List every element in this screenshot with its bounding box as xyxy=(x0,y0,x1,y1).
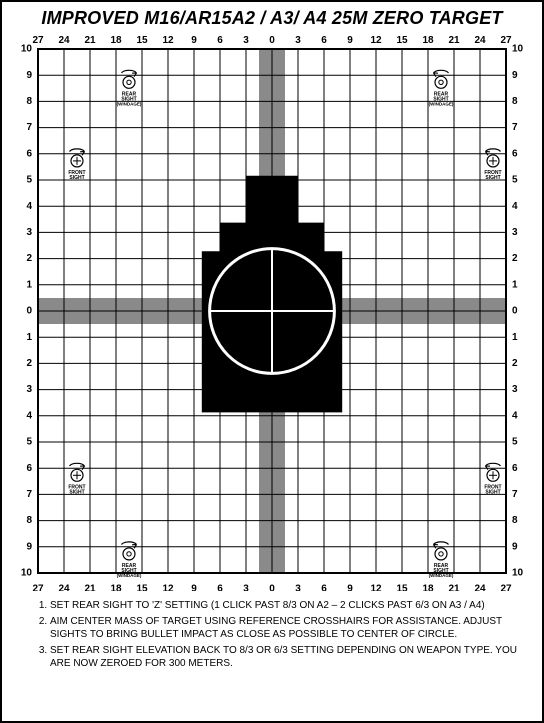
svg-text:2: 2 xyxy=(26,358,32,369)
svg-text:6: 6 xyxy=(217,35,223,46)
instruction-item: SET REAR SIGHT ELEVATION BACK TO 8/3 OR … xyxy=(50,644,522,671)
svg-text:3: 3 xyxy=(295,583,301,591)
svg-text:12: 12 xyxy=(162,583,174,591)
svg-text:10: 10 xyxy=(512,568,524,579)
svg-text:8: 8 xyxy=(26,96,32,107)
svg-text:12: 12 xyxy=(370,583,382,591)
svg-text:SIGHT: SIGHT xyxy=(485,175,500,181)
svg-text:9: 9 xyxy=(512,541,518,552)
svg-text:21: 21 xyxy=(448,583,460,591)
svg-text:9: 9 xyxy=(26,541,32,552)
target-area: 2724211815129630369121518212427272421181… xyxy=(12,31,532,591)
zero-target-page: IMPROVED M16/AR15A2 / A3/ A4 25M ZERO TA… xyxy=(0,0,544,723)
svg-text:15: 15 xyxy=(136,583,148,591)
svg-text:1: 1 xyxy=(512,279,518,290)
svg-text:24: 24 xyxy=(58,35,70,46)
svg-text:5: 5 xyxy=(26,437,32,448)
page-title: IMPROVED M16/AR15A2 / A3/ A4 25M ZERO TA… xyxy=(2,2,542,31)
svg-text:0: 0 xyxy=(269,35,275,46)
svg-text:5: 5 xyxy=(512,175,518,186)
svg-text:10: 10 xyxy=(21,44,33,55)
svg-text:8: 8 xyxy=(512,515,518,526)
svg-text:6: 6 xyxy=(217,583,223,591)
svg-text:21: 21 xyxy=(84,583,96,591)
svg-text:4: 4 xyxy=(26,410,32,421)
svg-text:0: 0 xyxy=(269,583,275,591)
svg-text:1: 1 xyxy=(26,279,32,290)
svg-text:3: 3 xyxy=(512,384,518,395)
instruction-item: SET REAR SIGHT TO 'Z' SETTING (1 CLICK P… xyxy=(50,599,522,613)
svg-text:(WINDAGE): (WINDAGE) xyxy=(117,102,142,107)
svg-text:3: 3 xyxy=(512,227,518,238)
svg-text:15: 15 xyxy=(136,35,148,46)
svg-text:21: 21 xyxy=(84,35,96,46)
svg-text:24: 24 xyxy=(474,35,486,46)
svg-text:7: 7 xyxy=(26,489,32,500)
svg-text:(WINDAGE): (WINDAGE) xyxy=(429,573,454,578)
svg-text:15: 15 xyxy=(396,35,408,46)
svg-text:21: 21 xyxy=(448,35,460,46)
svg-text:18: 18 xyxy=(422,583,434,591)
svg-text:18: 18 xyxy=(422,35,434,46)
svg-text:SIGHT: SIGHT xyxy=(69,490,84,496)
svg-text:3: 3 xyxy=(26,227,32,238)
svg-text:6: 6 xyxy=(512,148,518,159)
svg-text:12: 12 xyxy=(370,35,382,46)
svg-text:5: 5 xyxy=(512,437,518,448)
svg-text:9: 9 xyxy=(347,583,353,591)
svg-text:10: 10 xyxy=(512,44,524,55)
svg-text:24: 24 xyxy=(474,583,486,591)
svg-text:9: 9 xyxy=(26,70,32,81)
svg-text:SIGHT: SIGHT xyxy=(485,490,500,496)
svg-text:3: 3 xyxy=(295,35,301,46)
svg-text:18: 18 xyxy=(110,583,122,591)
svg-text:SIGHT: SIGHT xyxy=(69,175,84,181)
svg-text:0: 0 xyxy=(512,306,518,317)
instructions-list: SET REAR SIGHT TO 'Z' SETTING (1 CLICK P… xyxy=(36,599,522,671)
svg-text:8: 8 xyxy=(26,515,32,526)
svg-text:15: 15 xyxy=(396,583,408,591)
svg-text:6: 6 xyxy=(321,35,327,46)
svg-text:8: 8 xyxy=(512,96,518,107)
svg-text:7: 7 xyxy=(26,122,32,133)
svg-text:1: 1 xyxy=(26,332,32,343)
svg-text:9: 9 xyxy=(347,35,353,46)
svg-text:2: 2 xyxy=(512,358,518,369)
instruction-item: AIM CENTER MASS OF TARGET USING REFERENC… xyxy=(50,615,522,642)
svg-text:4: 4 xyxy=(512,201,518,212)
instructions-block: SET REAR SIGHT TO 'Z' SETTING (1 CLICK P… xyxy=(2,591,542,681)
svg-text:12: 12 xyxy=(162,35,174,46)
svg-text:27: 27 xyxy=(32,35,44,46)
svg-text:3: 3 xyxy=(243,583,249,591)
svg-text:9: 9 xyxy=(191,35,197,46)
svg-text:10: 10 xyxy=(21,568,33,579)
svg-text:0: 0 xyxy=(26,306,32,317)
svg-text:27: 27 xyxy=(32,583,44,591)
svg-text:2: 2 xyxy=(512,253,518,264)
svg-text:24: 24 xyxy=(58,583,70,591)
target-grid-svg: 2724211815129630369121518212427272421181… xyxy=(12,31,532,591)
svg-text:5: 5 xyxy=(26,175,32,186)
svg-text:7: 7 xyxy=(512,122,518,133)
svg-text:6: 6 xyxy=(321,583,327,591)
svg-text:9: 9 xyxy=(512,70,518,81)
svg-text:3: 3 xyxy=(26,384,32,395)
svg-text:3: 3 xyxy=(243,35,249,46)
svg-text:(WINDAGE): (WINDAGE) xyxy=(429,102,454,107)
svg-text:9: 9 xyxy=(191,583,197,591)
svg-text:18: 18 xyxy=(110,35,122,46)
svg-text:4: 4 xyxy=(512,410,518,421)
svg-text:2: 2 xyxy=(26,253,32,264)
svg-text:7: 7 xyxy=(512,489,518,500)
svg-text:1: 1 xyxy=(512,332,518,343)
svg-text:6: 6 xyxy=(26,148,32,159)
svg-text:27: 27 xyxy=(500,583,512,591)
svg-text:(WINDAGE): (WINDAGE) xyxy=(117,573,142,578)
svg-text:6: 6 xyxy=(512,463,518,474)
svg-text:27: 27 xyxy=(500,35,512,46)
svg-text:4: 4 xyxy=(26,201,32,212)
svg-text:6: 6 xyxy=(26,463,32,474)
